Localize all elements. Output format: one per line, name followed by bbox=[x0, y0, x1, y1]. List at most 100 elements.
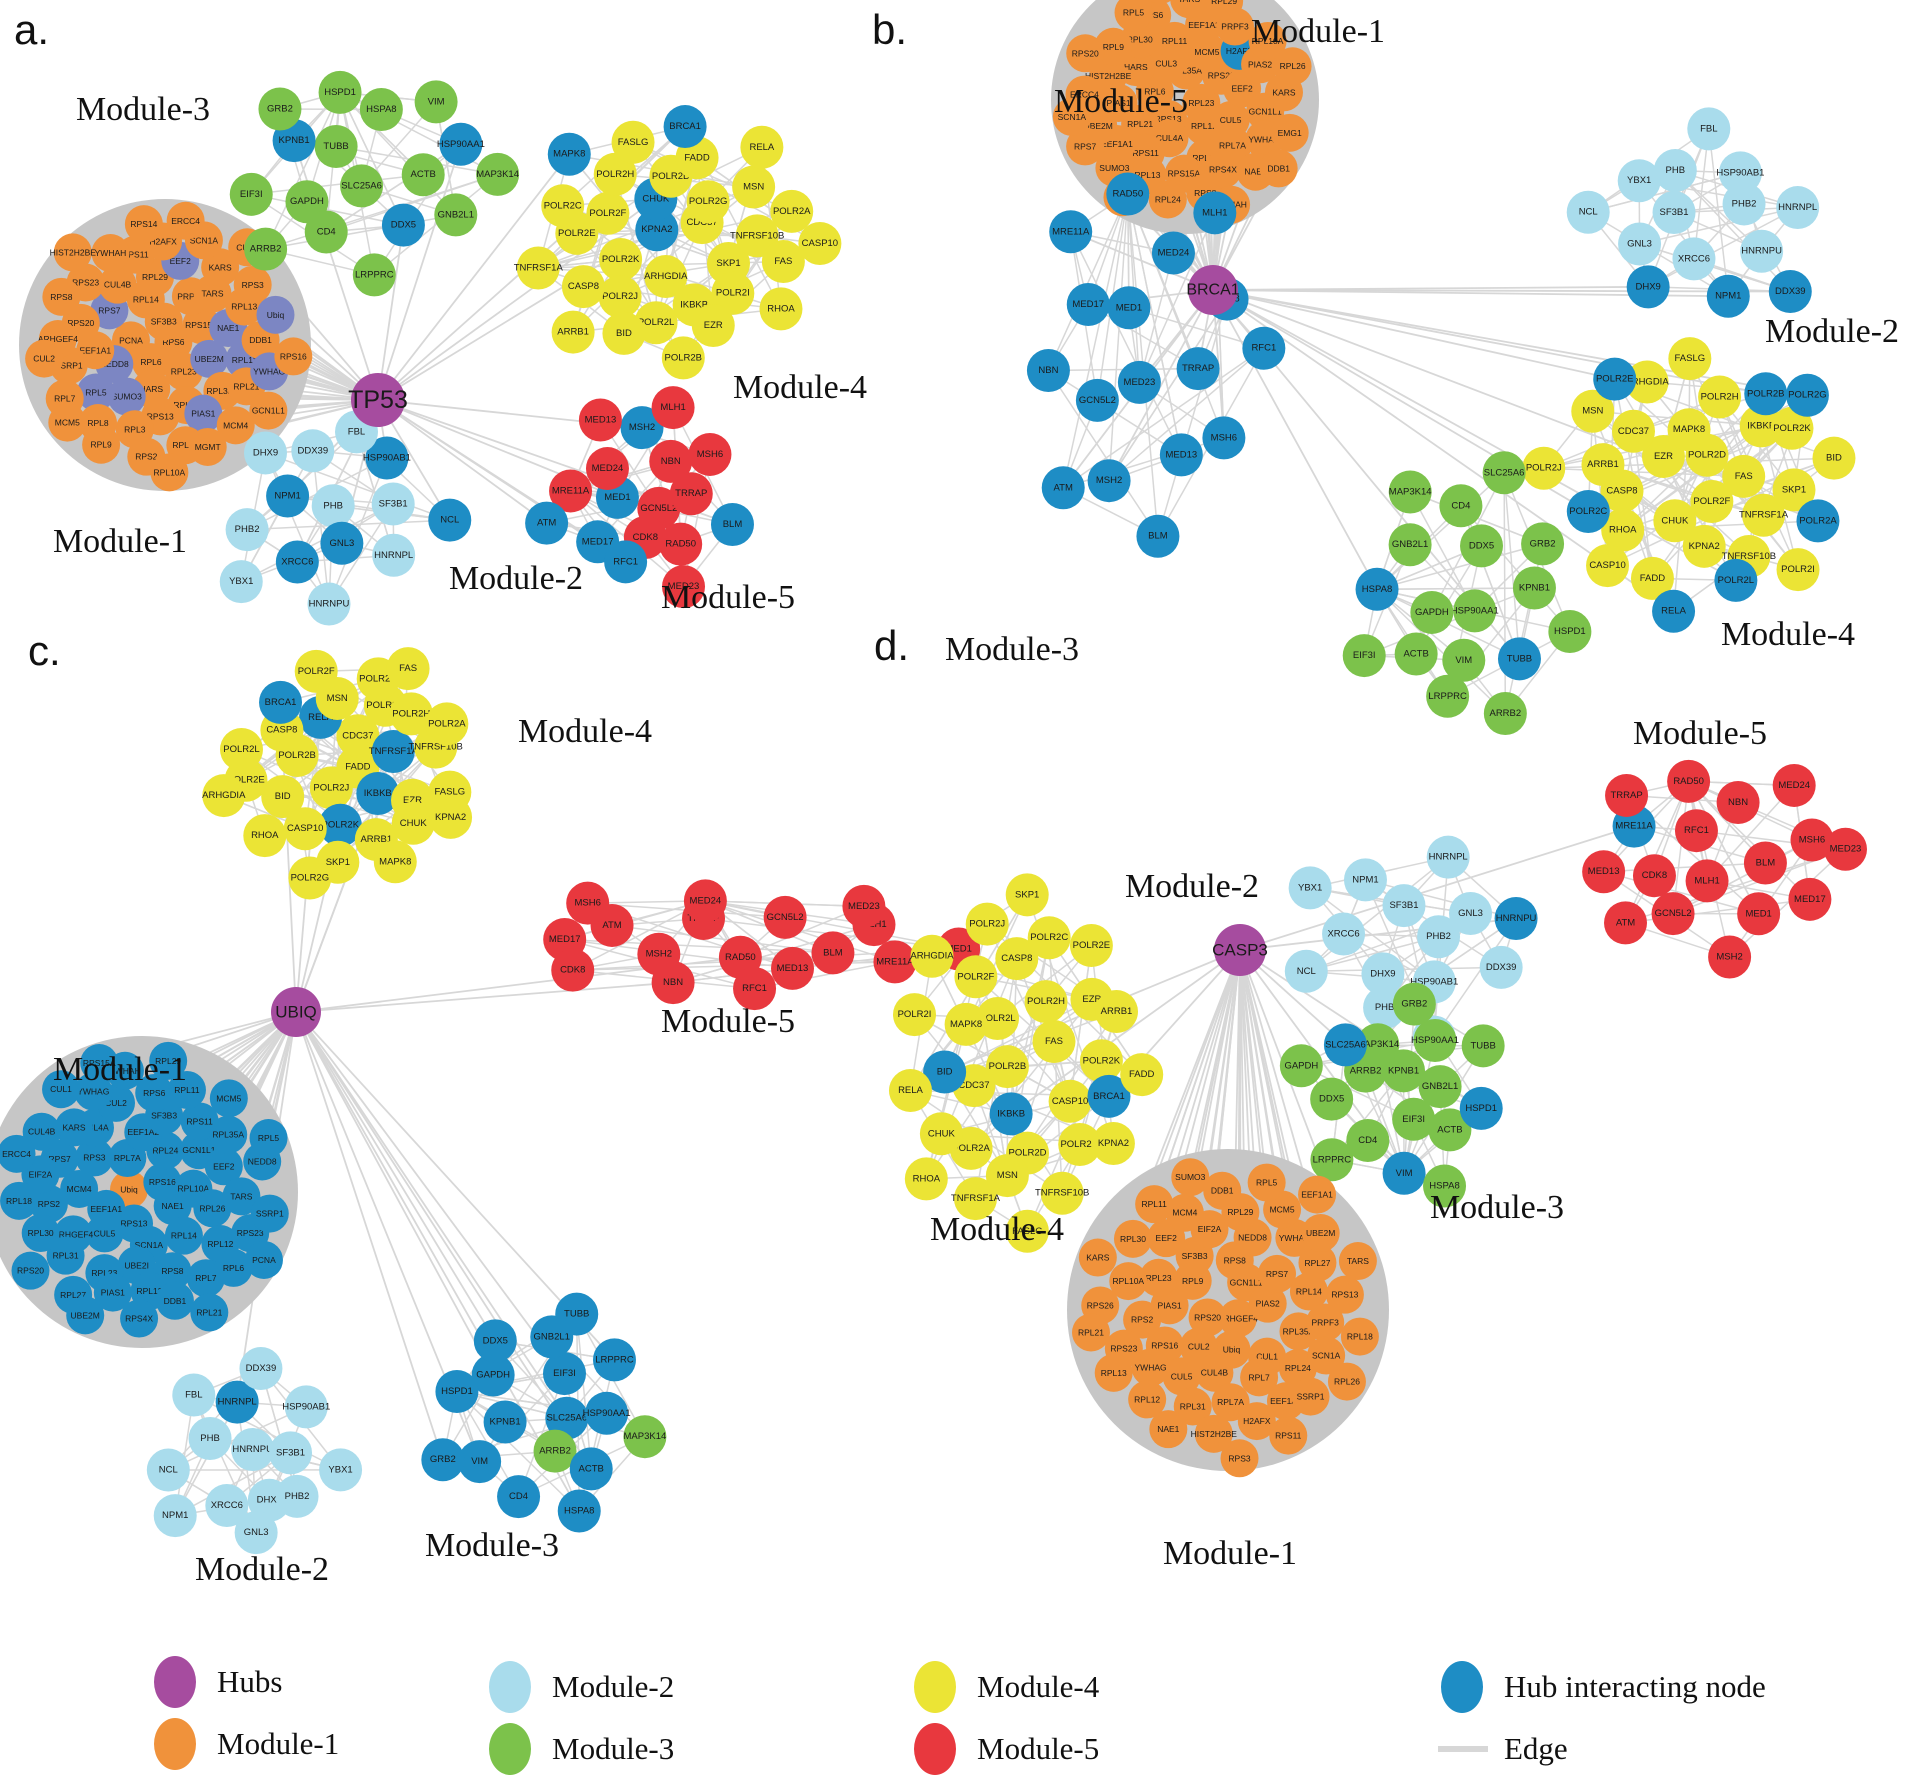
hub-interacting-node-circle bbox=[1785, 373, 1829, 417]
hub-circle bbox=[1214, 924, 1266, 976]
module-node-circle bbox=[1417, 915, 1461, 959]
hub-edge bbox=[295, 1011, 497, 1342]
module-node-circle bbox=[180, 1102, 219, 1141]
module-edge bbox=[260, 1368, 298, 1497]
node-POLR2L: POLR2L bbox=[1714, 558, 1758, 602]
hub-edge bbox=[377, 153, 570, 401]
module-node-circle bbox=[231, 1428, 275, 1472]
module-node-circle bbox=[761, 240, 805, 284]
node-EIF3I: EIF3I bbox=[229, 172, 273, 216]
node-RHOA: RHOA bbox=[243, 814, 287, 858]
module-node-circle bbox=[1193, 191, 1237, 235]
module-node-circle bbox=[763, 895, 807, 939]
module-node-circle bbox=[551, 310, 595, 354]
module-label-module-5: Module-5 bbox=[661, 1003, 795, 1040]
node-POLR2J: POLR2J bbox=[1522, 446, 1566, 490]
node-CDK8: CDK8 bbox=[551, 948, 595, 992]
module-node-circle bbox=[1641, 435, 1685, 479]
node-POLR2K: POLR2K bbox=[599, 237, 643, 281]
module-node-circle bbox=[1618, 222, 1662, 266]
module-node-circle bbox=[1479, 945, 1523, 989]
module-edge bbox=[619, 186, 755, 298]
module-node-circle bbox=[1151, 231, 1195, 275]
module-node-circle bbox=[1171, 1158, 1210, 1197]
module-node-circle bbox=[205, 1483, 249, 1527]
node-GRB2: GRB2 bbox=[1392, 982, 1436, 1026]
module-node-circle bbox=[1601, 508, 1645, 552]
module-node-circle bbox=[74, 1072, 113, 1111]
node-HSPA8: HSPA8 bbox=[359, 88, 403, 132]
node-DDX5: DDX5 bbox=[1460, 524, 1504, 568]
module-node-circle bbox=[1301, 1214, 1340, 1253]
legend-swatch-m4 bbox=[914, 1661, 956, 1713]
legend-item-module-5: Module-5 bbox=[914, 1723, 1099, 1775]
node-MAP3K14: MAP3K14 bbox=[1388, 470, 1432, 514]
node-RPL18: RPL18 bbox=[1340, 1317, 1379, 1356]
node-SLC25A6: SLC25A6 bbox=[1482, 451, 1526, 495]
node-YBX1: YBX1 bbox=[319, 1448, 363, 1492]
module-label-module-4: Module-4 bbox=[930, 1211, 1064, 1248]
node-EIF3I: EIF3I bbox=[542, 1352, 586, 1396]
module-node-circle bbox=[1325, 1275, 1364, 1314]
module-node-circle bbox=[602, 311, 646, 355]
module-node-circle bbox=[274, 337, 313, 376]
node-PHB: PHB bbox=[188, 1417, 232, 1461]
module-node-circle bbox=[586, 191, 630, 235]
module-node-circle bbox=[598, 275, 642, 319]
module-node-circle bbox=[1195, 1353, 1234, 1392]
node-HNRNPU: HNRNPU bbox=[307, 582, 351, 626]
node-POLR2E: POLR2E bbox=[1593, 357, 1637, 401]
node-POLR2G: POLR2G bbox=[686, 180, 730, 224]
module-node-circle bbox=[557, 1489, 601, 1533]
module-node-circle bbox=[458, 1440, 502, 1484]
module-node-circle bbox=[1342, 634, 1386, 678]
module-node-circle bbox=[1653, 149, 1697, 193]
module-node-circle bbox=[1361, 952, 1405, 996]
module-node-circle bbox=[319, 1448, 363, 1492]
module-node-circle bbox=[53, 233, 92, 272]
node-POLR2A: POLR2A bbox=[1796, 499, 1840, 543]
node-HNRNPL: HNRNPL bbox=[372, 533, 416, 577]
module-node-circle bbox=[662, 565, 706, 609]
node-HSPD1: HSPD1 bbox=[435, 1369, 479, 1413]
hub-interacting-node-circle bbox=[428, 498, 472, 542]
node-FAS: FAS bbox=[761, 240, 805, 284]
node-ARRB1: ARRB1 bbox=[1094, 990, 1138, 1034]
node-RPS13: RPS13 bbox=[1325, 1275, 1364, 1314]
module-node-circle bbox=[222, 1177, 261, 1216]
hub-edge bbox=[1212, 289, 1766, 395]
legend: Hubs Module-1 Module-2 Module-3 Module-4 Modu… bbox=[154, 1656, 1766, 1775]
module-node-circle bbox=[1512, 566, 1556, 610]
module-node-circle bbox=[954, 955, 998, 999]
module-edge bbox=[1376, 472, 1505, 590]
node-FASLG: FASLG bbox=[1668, 337, 1712, 381]
hub-edge bbox=[1212, 289, 1808, 397]
node-RPS4X: RPS4X bbox=[120, 1299, 159, 1338]
node-RAD50: RAD50 bbox=[1106, 172, 1150, 216]
module-edge bbox=[1047, 193, 1129, 371]
node-MED17: MED17 bbox=[1066, 282, 1110, 326]
node-SUMO3: SUMO3 bbox=[1171, 1158, 1210, 1197]
legend-item-label: Module-5 bbox=[977, 1731, 1099, 1766]
legend-item-module-4: Module-4 bbox=[914, 1661, 1100, 1713]
module-node-circle bbox=[1413, 1018, 1457, 1062]
node-NPM1: NPM1 bbox=[266, 474, 310, 518]
module-node-circle bbox=[592, 1338, 636, 1382]
module-node-circle bbox=[516, 246, 560, 290]
node-TUBB: TUBB bbox=[1461, 1024, 1505, 1068]
node-ARRB2: ARRB2 bbox=[1483, 692, 1527, 736]
node-POLR2C: POLR2C bbox=[541, 184, 585, 228]
module-edge bbox=[1688, 780, 1811, 900]
node-FBL: FBL bbox=[172, 1373, 216, 1417]
node-LRPPRC: LRPPRC bbox=[352, 253, 396, 297]
module-node-circle bbox=[1604, 901, 1648, 945]
module-node-circle bbox=[1690, 480, 1734, 524]
module-node-circle bbox=[904, 1157, 948, 1201]
node-MGMT: MGMT bbox=[188, 427, 227, 466]
node-DDX39: DDX39 bbox=[291, 429, 335, 473]
module-node-circle bbox=[1128, 1380, 1167, 1419]
legend-item-hub-interacting-node: Hub interacting node bbox=[1441, 1661, 1766, 1713]
module-node-circle bbox=[1248, 1284, 1287, 1323]
node-DDB1: DDB1 bbox=[1259, 149, 1298, 188]
node-POLR2H: POLR2H bbox=[1024, 980, 1068, 1024]
